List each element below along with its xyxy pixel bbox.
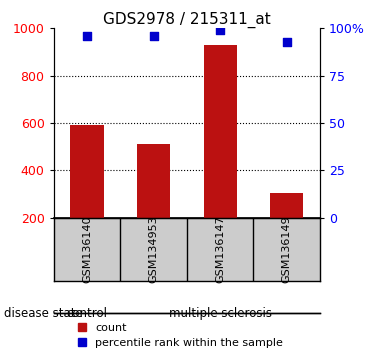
Text: disease state: disease state [4,307,83,320]
Text: GSM136147: GSM136147 [215,216,225,284]
Text: GSM134953: GSM134953 [148,216,159,284]
Bar [137,144,170,218]
Point [284,39,290,44]
Point [151,33,157,39]
Point [217,27,223,33]
Text: GSM136149: GSM136149 [282,216,292,284]
Bar [204,45,237,218]
Point [84,33,90,39]
Legend: count, percentile rank within the sample: count, percentile rank within the sample [78,322,283,348]
Bar [70,125,104,218]
Text: control: control [67,307,107,320]
Text: GSM136140: GSM136140 [82,216,92,283]
Text: multiple sclerosis: multiple sclerosis [169,307,272,320]
Bar [270,193,303,218]
Title: GDS2978 / 215311_at: GDS2978 / 215311_at [103,12,271,28]
